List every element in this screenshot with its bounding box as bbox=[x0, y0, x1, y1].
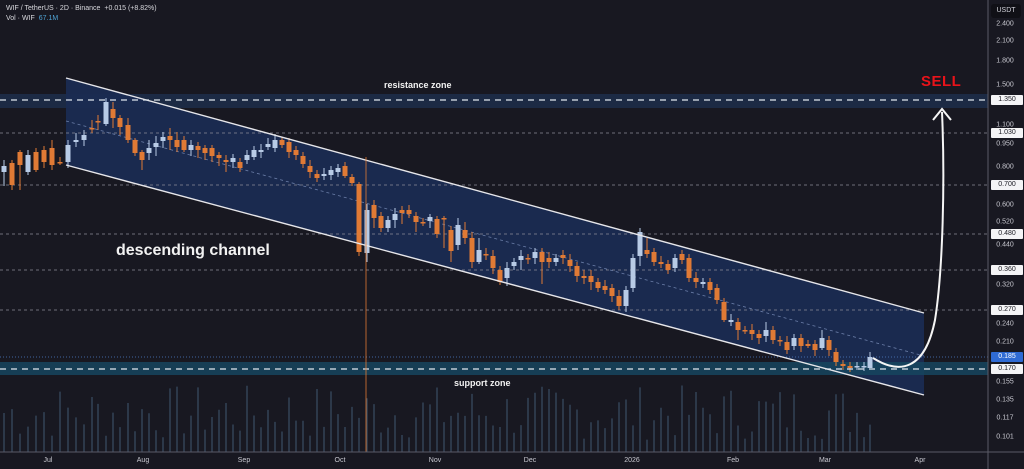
time-tick: 2026 bbox=[624, 457, 640, 464]
price-tick: 0.117 bbox=[996, 414, 1014, 422]
price-tick: 1.800 bbox=[996, 57, 1014, 65]
time-tick: Aug bbox=[136, 457, 150, 464]
sell-signal-label: SELL bbox=[921, 73, 962, 90]
volume-value: 67.1M bbox=[38, 15, 59, 22]
support-zone-band bbox=[0, 362, 988, 375]
horizontal-levels bbox=[0, 132, 988, 358]
resistance-zone-label: resistance zone bbox=[384, 80, 452, 90]
channel-upper-line[interactable] bbox=[65, 77, 925, 314]
volume-label[interactable]: Vol · WIF bbox=[6, 15, 35, 22]
price-level-badge: 0.270 bbox=[991, 305, 1023, 315]
price-tick: 0.440 bbox=[996, 241, 1014, 249]
price-tick: 0.210 bbox=[996, 338, 1014, 346]
price-level-badge: 0.700 bbox=[991, 180, 1023, 190]
price-level-badge: 0.480 bbox=[991, 229, 1023, 239]
price-tick: 0.800 bbox=[996, 163, 1014, 171]
channel-midline bbox=[65, 120, 925, 357]
price-level-badge: 0.360 bbox=[991, 265, 1023, 275]
price-tick: 0.240 bbox=[996, 320, 1014, 328]
price-tick: 0.135 bbox=[996, 396, 1014, 404]
time-tick: Oct bbox=[334, 457, 346, 464]
descending-channel bbox=[66, 78, 924, 395]
time-tick: Dec bbox=[523, 457, 537, 464]
price-level-badge: 1.030 bbox=[991, 128, 1023, 138]
price-tick: 2.400 bbox=[996, 20, 1014, 28]
time-tick: Mar bbox=[818, 457, 832, 464]
support-zone-label: support zone bbox=[454, 378, 511, 388]
symbol-title[interactable]: WIF / TetherUS · 2D · Binance bbox=[6, 5, 101, 12]
candlesticks bbox=[1, 98, 873, 372]
price-tick: 0.101 bbox=[996, 433, 1014, 441]
price-level-badge: 0.185 bbox=[991, 352, 1023, 362]
arrow-head-icon bbox=[932, 107, 952, 121]
price-tick: 0.155 bbox=[996, 378, 1014, 386]
time-tick: Nov bbox=[428, 457, 442, 464]
price-level-badge: 0.170 bbox=[991, 364, 1023, 374]
price-tick: 0.520 bbox=[996, 218, 1014, 226]
projection-arrow[interactable] bbox=[872, 111, 945, 368]
time-tick: Sep bbox=[237, 457, 251, 464]
time-tick: Jul bbox=[43, 457, 53, 464]
price-tick: 0.600 bbox=[996, 201, 1014, 209]
channel-lower-line[interactable] bbox=[65, 164, 925, 396]
channel-label: descending channel bbox=[116, 242, 270, 259]
price-tick: 1.500 bbox=[996, 81, 1014, 89]
chart-legend: WIF / TetherUS · 2D · Binance +0.015 (+8.… bbox=[6, 4, 157, 24]
price-tick: 0.950 bbox=[996, 140, 1014, 148]
price-tick: 2.100 bbox=[996, 37, 1014, 45]
currency-button[interactable]: USDT bbox=[991, 4, 1021, 18]
time-tick: Apr bbox=[914, 457, 926, 464]
price-level-badge: 1.350 bbox=[991, 95, 1023, 105]
time-tick: Feb bbox=[726, 457, 740, 464]
price-tick: 1.100 bbox=[996, 121, 1014, 129]
price-tick: 0.320 bbox=[996, 281, 1014, 289]
price-change: +0.015 (+8.82%) bbox=[104, 5, 157, 12]
volume-bars bbox=[3, 385, 871, 452]
resistance-zone-band bbox=[0, 94, 988, 108]
